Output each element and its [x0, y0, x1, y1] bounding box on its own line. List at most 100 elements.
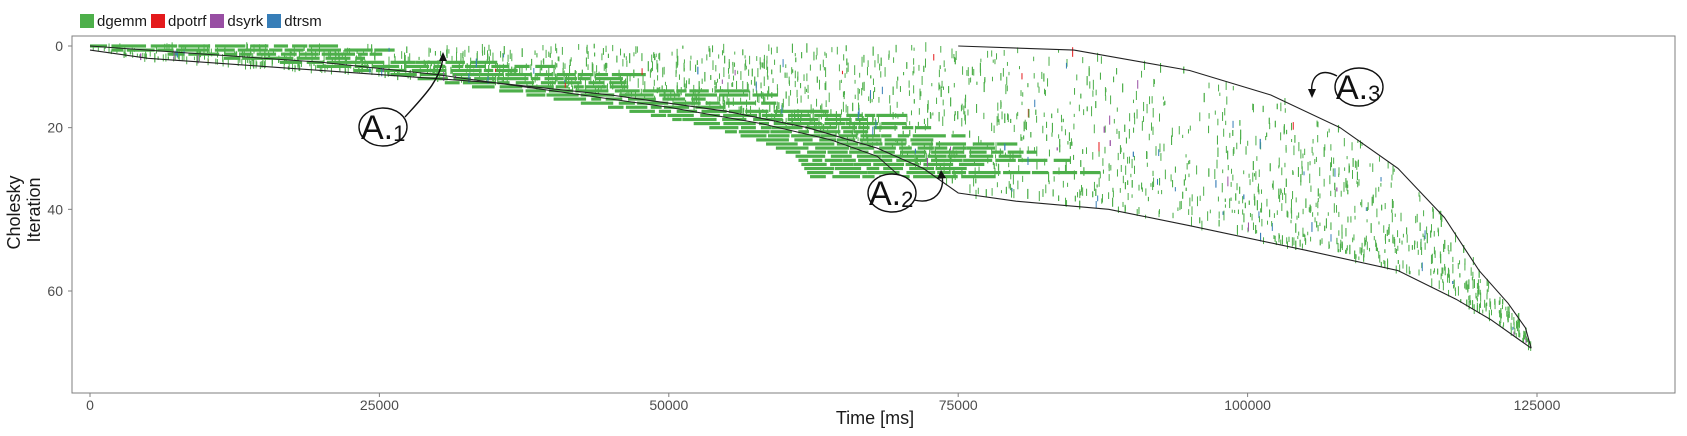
mark-dgemm	[539, 68, 541, 75]
mark-dgemm	[1117, 152, 1119, 161]
mark-dgemm	[1397, 245, 1399, 251]
mark-dgemm	[771, 113, 773, 118]
mark-dgemm	[740, 134, 767, 138]
mark-dgemm	[1120, 164, 1122, 172]
mark-dgemm	[1518, 321, 1520, 327]
mark-dgemm	[1013, 124, 1015, 133]
mark-dgemm	[858, 158, 893, 162]
y-axis-title-line-2: Iteration	[24, 177, 44, 242]
mark-dgemm	[1433, 268, 1435, 273]
mark-dgemm	[1442, 279, 1444, 283]
mark-dgemm	[782, 107, 784, 113]
mark-dgemm	[401, 65, 403, 71]
mark-dgemm	[591, 97, 602, 101]
mark-dgemm	[565, 76, 567, 83]
mark-dgemm	[997, 142, 1018, 146]
mark-dgemm	[1224, 204, 1226, 208]
mark-dgemm	[802, 142, 835, 146]
mark-dtrsm	[564, 79, 566, 83]
mark-dgemm	[1051, 122, 1053, 133]
mark-dgemm	[838, 134, 858, 138]
mark-dgemm	[791, 119, 793, 126]
mark-dgemm	[901, 142, 903, 152]
mark-dgemm	[1440, 210, 1442, 220]
mark-dgemm	[1017, 180, 1019, 190]
mark-dgemm	[970, 148, 972, 156]
mark-dgemm	[1471, 277, 1473, 281]
mark-dgemm	[1010, 173, 1012, 180]
mark-dgemm	[344, 66, 346, 75]
mark-dgemm	[581, 69, 583, 77]
mark-dgemm	[1369, 247, 1371, 252]
mark-dgemm	[996, 53, 998, 60]
mark-dgemm	[553, 97, 587, 101]
mark-dsyrk	[1056, 147, 1058, 151]
mark-dgemm	[1378, 156, 1380, 162]
mark-dgemm	[1153, 78, 1155, 87]
mark-dgemm	[1457, 262, 1459, 269]
mark-dgemm	[555, 85, 569, 89]
mark-dgemm	[1035, 109, 1037, 115]
mark-dgemm	[165, 53, 167, 62]
mark-dgemm	[1285, 144, 1287, 151]
mark-dgemm	[1030, 132, 1032, 138]
mark-dgemm	[1253, 173, 1255, 177]
mark-dgemm	[546, 93, 579, 97]
mark-dgemm	[1328, 241, 1330, 249]
mark-dgemm	[264, 48, 266, 59]
mark-dgemm	[566, 75, 568, 81]
mark-dgemm	[325, 56, 351, 60]
mark-dgemm	[442, 66, 444, 71]
mark-dgemm	[999, 148, 1001, 156]
mark-dgemm	[1283, 187, 1285, 195]
mark-dgemm	[949, 148, 951, 159]
mark-dgemm	[656, 87, 658, 94]
mark-dgemm	[1047, 78, 1049, 87]
mark-dgemm	[1077, 192, 1079, 198]
mark-dgemm	[880, 139, 882, 145]
mark-dgemm	[910, 138, 934, 142]
mark-dgemm	[969, 154, 994, 158]
mark-dgemm	[1317, 212, 1319, 216]
mark-dgemm	[557, 72, 576, 77]
mark-dgemm	[347, 47, 349, 54]
mark-dgemm	[751, 68, 753, 77]
mark-dgemm	[584, 85, 607, 89]
mark-dgemm	[1284, 108, 1286, 113]
mark-dgemm	[1178, 126, 1180, 135]
mark-dgemm	[695, 105, 710, 109]
mark-dgemm	[1330, 222, 1332, 230]
mark-dgemm	[835, 111, 837, 121]
mark-dgemm	[909, 166, 935, 171]
mark-dgemm	[1127, 193, 1129, 201]
mark-dgemm	[824, 111, 826, 116]
mark-dgemm	[334, 59, 336, 65]
mark-dgemm	[1000, 73, 1002, 81]
mark-dgemm	[651, 54, 653, 63]
mark-dgemm	[1375, 242, 1377, 251]
mark-dgemm	[358, 68, 360, 74]
mark-dgemm	[374, 48, 395, 52]
mark-dgemm	[621, 81, 623, 87]
mark-dgemm	[724, 100, 726, 106]
mark-dgemm	[1183, 66, 1185, 74]
mark-dgemm	[1151, 96, 1153, 104]
mark-dgemm	[532, 79, 534, 87]
mark-dgemm	[758, 121, 770, 126]
mark-dgemm	[906, 115, 908, 122]
mark-dgemm	[1196, 165, 1198, 175]
mark-dgemm	[1033, 147, 1035, 151]
mark-dgemm	[937, 170, 951, 175]
mark-dgemm	[951, 176, 953, 184]
mark-dgemm	[956, 151, 958, 155]
mark-dgemm	[549, 53, 551, 58]
mark-dgemm	[1523, 331, 1525, 340]
mark-dgemm	[1278, 157, 1280, 167]
mark-dgemm	[1255, 135, 1257, 146]
mark-dgemm	[552, 80, 554, 90]
mark-dgemm	[198, 52, 200, 62]
mark-dgemm	[369, 52, 383, 56]
mark-dgemm	[852, 102, 854, 112]
annotation-a3-arrow	[1311, 71, 1338, 93]
